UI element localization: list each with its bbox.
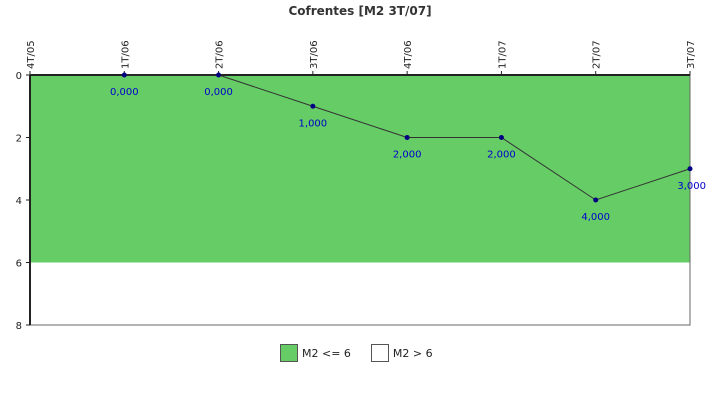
data-label: 2,000 — [393, 150, 422, 161]
y-tick-label: 4 — [16, 196, 22, 207]
data-label: 0,000 — [204, 87, 233, 98]
legend-label: M2 > 6 — [392, 346, 433, 360]
data-label: 2,000 — [487, 150, 516, 161]
x-tick-label: 4T/05 — [26, 40, 37, 69]
legend-swatch-green — [280, 344, 298, 362]
data-label: 0,000 — [110, 87, 139, 98]
y-tick-label: 6 — [16, 259, 22, 270]
y-tick-label: 8 — [16, 321, 22, 332]
band-1 — [30, 262, 690, 325]
band-0 — [30, 75, 690, 263]
data-label: 1,000 — [299, 118, 328, 129]
data-point — [310, 103, 316, 109]
x-tick-label: 4T/06 — [403, 40, 414, 69]
y-tick-label: 2 — [16, 134, 22, 145]
data-point — [687, 166, 693, 172]
x-tick-label: 1T/07 — [497, 40, 508, 69]
x-tick-label: 3T/06 — [309, 40, 320, 69]
data-point — [216, 72, 222, 78]
x-tick-label: 1T/06 — [120, 40, 131, 69]
legend-item-band-0: M2 <= 6 — [280, 344, 351, 362]
data-label: 3,000 — [677, 181, 706, 192]
data-point — [121, 72, 127, 78]
data-label: 4,000 — [581, 212, 610, 223]
x-tick-label: 3T/07 — [686, 40, 697, 69]
data-point — [498, 135, 504, 140]
x-tick-label: 2T/06 — [215, 40, 226, 69]
legend-item-band-1: M2 > 6 — [370, 344, 433, 362]
legend-swatch-white — [370, 344, 389, 362]
legend: M2 <= 6 M2 > 6 — [280, 344, 433, 362]
x-tick-label: 2T/07 — [592, 40, 603, 69]
data-point — [593, 197, 599, 203]
y-tick-label: 0 — [16, 71, 22, 82]
data-point — [404, 135, 410, 140]
legend-label: M2 <= 6 — [302, 346, 351, 360]
chart-title: Cofrentes [M2 3T/07] — [288, 4, 432, 18]
